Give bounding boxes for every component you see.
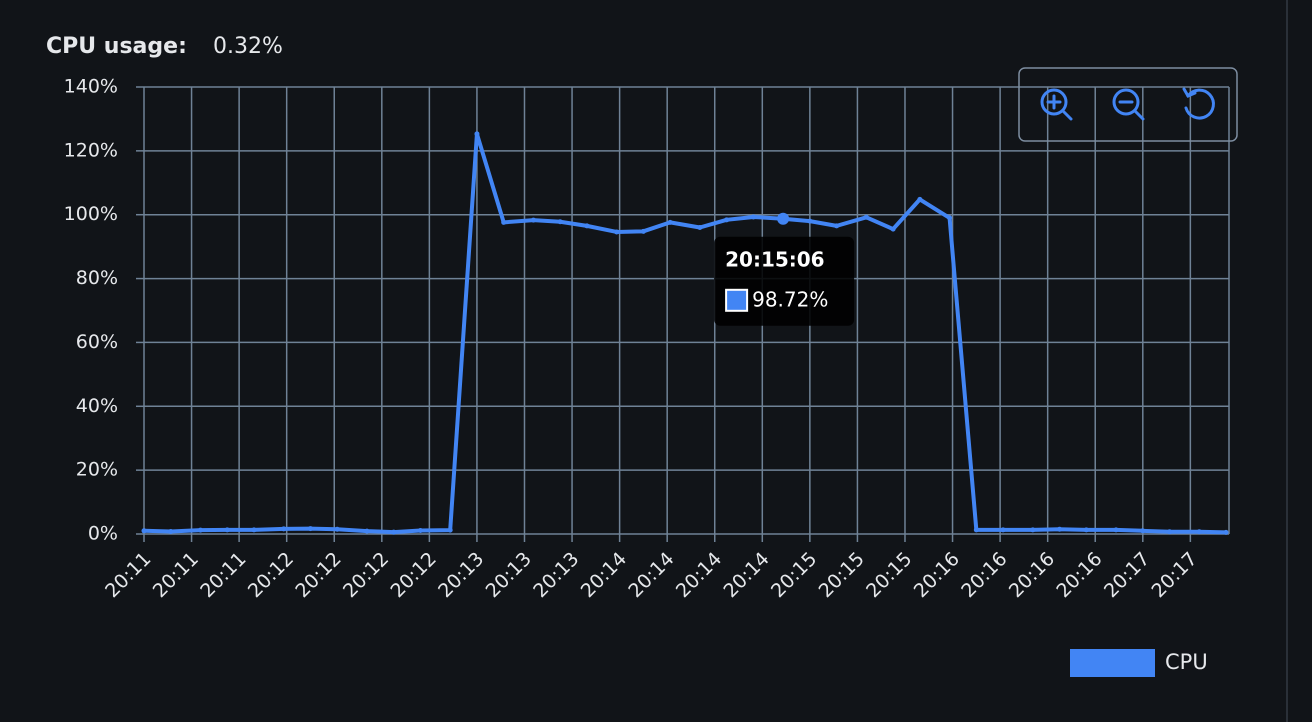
- data-point: [530, 217, 536, 223]
- data-point: [807, 218, 813, 224]
- plot-area: 0%20%40%60%80%100%120%140%20:1120:1120:1…: [64, 76, 1230, 602]
- x-tick-label: 20:16: [957, 548, 1011, 602]
- data-point: [724, 217, 730, 223]
- data-point: [1223, 529, 1229, 535]
- x-tick-label: 20:17: [1147, 548, 1201, 602]
- toolbar-frame: [1018, 67, 1238, 142]
- x-tick-label: 20:12: [291, 548, 345, 602]
- data-point: [197, 527, 203, 533]
- data-point: [973, 527, 979, 533]
- data-point: [697, 224, 703, 230]
- x-tick-label: 20:15: [767, 548, 821, 602]
- zoom-in-button[interactable]: [1040, 88, 1073, 121]
- x-tick-label: 20:16: [1052, 548, 1106, 602]
- zoom-out-button[interactable]: [1112, 88, 1145, 121]
- x-tick-label: 20:13: [482, 548, 536, 602]
- data-point: [447, 527, 453, 533]
- data-point: [1167, 529, 1173, 535]
- data-point: [614, 229, 620, 235]
- x-tick-label: 20:14: [672, 548, 726, 602]
- current-value: 0.32%: [213, 34, 283, 59]
- y-tick-label: 60%: [76, 331, 118, 353]
- x-tick-label: 20:14: [624, 548, 678, 602]
- tooltip-box: [714, 236, 855, 326]
- data-point: [667, 219, 673, 225]
- x-tick-label: 20:13: [529, 548, 583, 602]
- y-tick-label: 140%: [64, 76, 118, 98]
- y-tick-label: 0%: [88, 523, 118, 545]
- data-point: [584, 223, 590, 229]
- data-point: [750, 214, 756, 220]
- data-point: [334, 526, 340, 532]
- tooltip-value: 98.72%: [752, 287, 828, 311]
- x-tick-label: 20:12: [339, 548, 393, 602]
- data-point: [834, 223, 840, 229]
- data-point: [863, 214, 869, 220]
- x-tick-label: 20:15: [815, 548, 869, 602]
- y-tick-label: 40%: [76, 395, 118, 417]
- data-point: [251, 527, 257, 533]
- y-tick-label: 100%: [64, 203, 118, 225]
- data-point: [474, 131, 480, 137]
- data-point: [501, 219, 507, 225]
- y-tick-label: 20%: [76, 459, 118, 481]
- data-point: [917, 196, 923, 202]
- x-tick-label: 20:16: [1005, 548, 1059, 602]
- x-tick-label: 20:11: [101, 548, 155, 602]
- data-point: [1030, 527, 1036, 533]
- legend-swatch: [1070, 649, 1155, 677]
- data-point: [1196, 529, 1202, 535]
- cpu-line: [143, 131, 1227, 535]
- x-tick-label: 20:12: [244, 548, 298, 602]
- y-tick-label: 120%: [64, 139, 118, 161]
- hover-point: [777, 212, 790, 225]
- x-tick-label: 20:11: [196, 548, 250, 602]
- y-tick-label: 80%: [76, 267, 118, 289]
- x-tick-label: 20:13: [434, 548, 488, 602]
- tooltip-swatch: [725, 288, 749, 312]
- data-point: [1113, 527, 1119, 533]
- data-point: [1140, 528, 1146, 534]
- zoom-toolbar: [1018, 67, 1238, 142]
- data-point: [1083, 527, 1089, 533]
- data-point: [417, 527, 423, 533]
- data-point: [168, 528, 174, 534]
- tooltip-title: 20:15:06: [725, 247, 825, 271]
- x-tick-label: 20:11: [149, 548, 203, 602]
- x-tick-label: 20:17: [1100, 548, 1154, 602]
- data-point: [557, 219, 563, 225]
- data-point: [224, 527, 230, 533]
- legend-label: CPU: [1165, 650, 1208, 674]
- data-point: [141, 528, 147, 534]
- data-point: [307, 526, 313, 532]
- reset-zoom-button[interactable]: [1182, 87, 1215, 120]
- x-tick-label: 20:12: [387, 548, 441, 602]
- x-tick-label: 20:14: [577, 548, 631, 602]
- data-point: [640, 228, 646, 234]
- x-tick-label: 20:16: [910, 548, 964, 602]
- x-tick-label: 20:15: [862, 548, 916, 602]
- data-point: [947, 215, 953, 221]
- chart-title: CPU usage:: [46, 34, 187, 59]
- data-point: [1057, 526, 1063, 532]
- data-point: [391, 529, 397, 535]
- data-point: [890, 226, 896, 232]
- x-tick-label: 20:14: [719, 548, 773, 602]
- data-point: [281, 526, 287, 532]
- data-point: [364, 528, 370, 534]
- data-point: [1000, 527, 1006, 533]
